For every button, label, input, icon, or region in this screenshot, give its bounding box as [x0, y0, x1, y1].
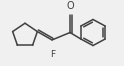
Text: F: F — [50, 50, 56, 59]
Text: O: O — [66, 1, 74, 11]
